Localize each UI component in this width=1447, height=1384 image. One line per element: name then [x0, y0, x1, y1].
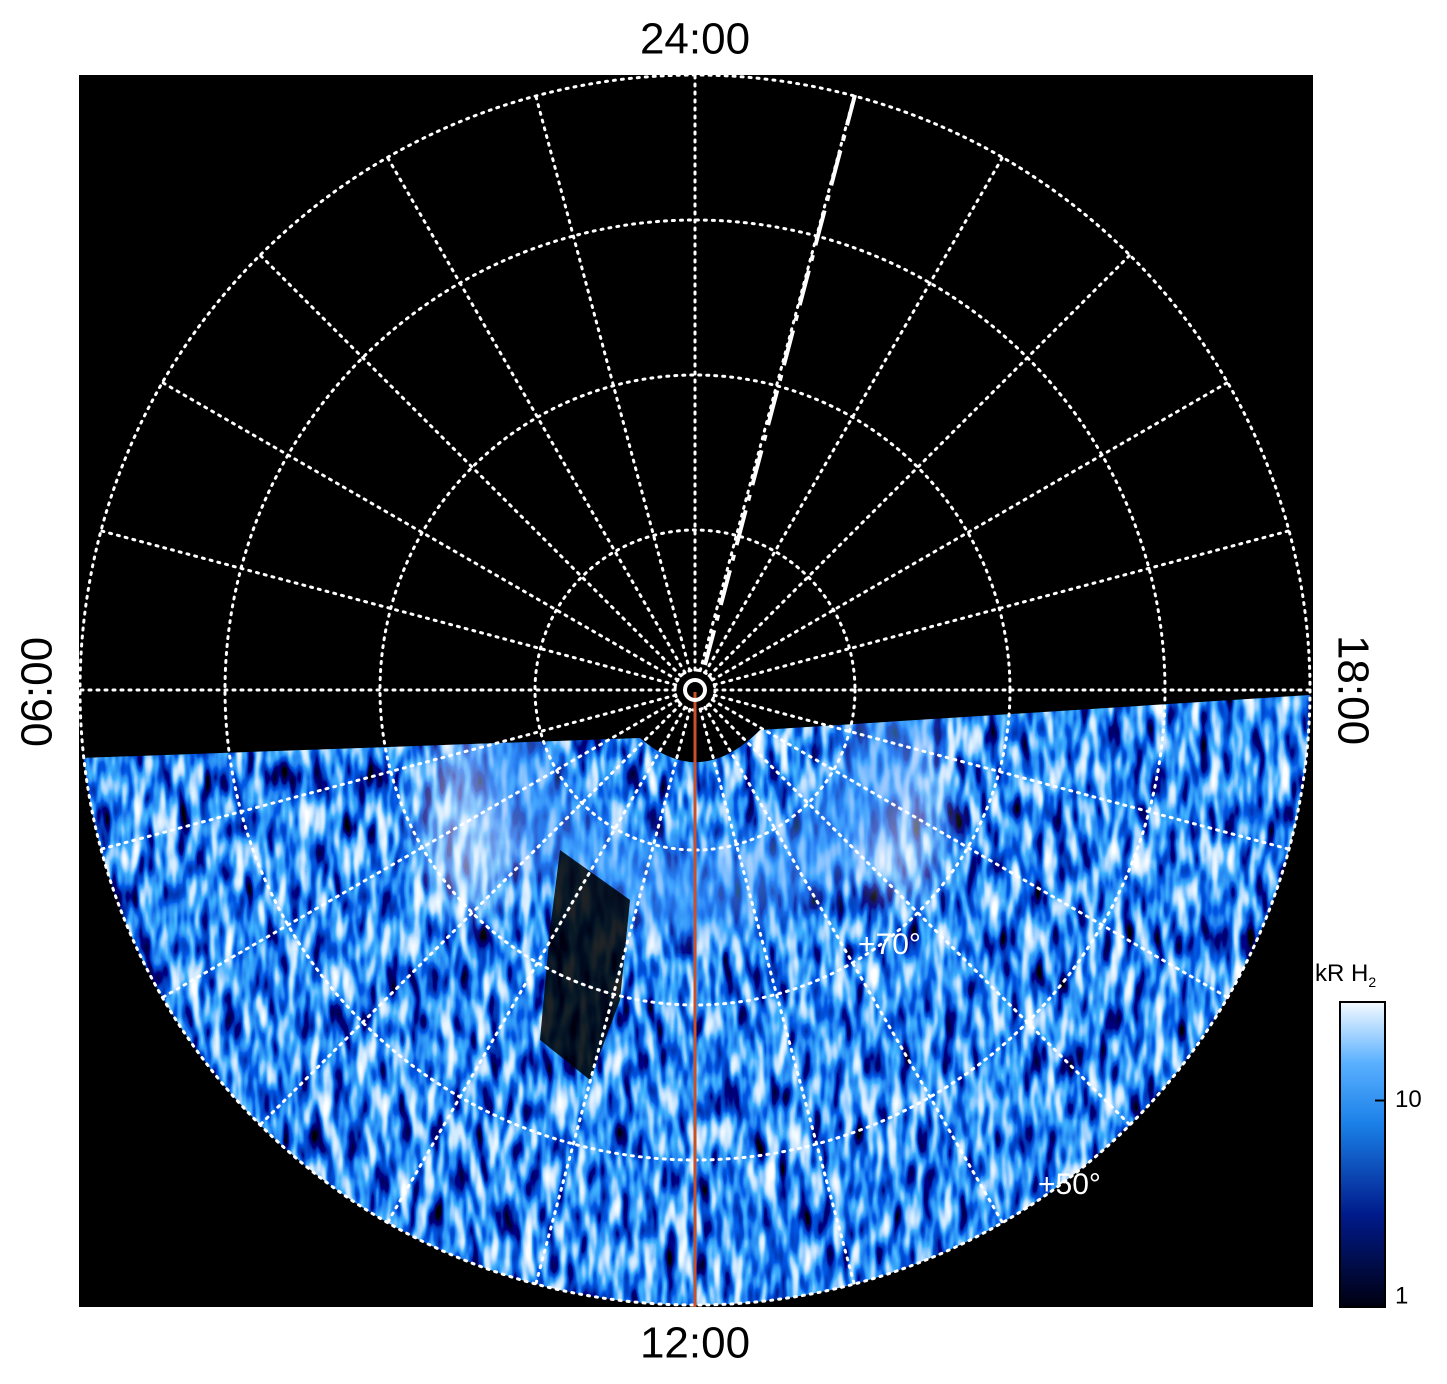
- meridian-line: [710, 381, 1230, 682]
- meridian-line: [386, 155, 687, 675]
- meridian-line: [160, 381, 680, 682]
- colorbar-title-text: kR H: [1315, 960, 1368, 987]
- colorbar-ticks: 1 10: [1375, 1086, 1422, 1309]
- meridian-line: [698, 707, 856, 1286]
- time-label: 12:00: [640, 1319, 750, 1368]
- meridian-line: [258, 702, 683, 1127]
- latitude-label: +50°: [1038, 1168, 1101, 1201]
- colorbar-tick-label: 1: [1395, 1282, 1408, 1309]
- colorbar-title-subscript: 2: [1368, 974, 1376, 990]
- time-label: 18:00: [1328, 635, 1377, 745]
- meridian-line: [707, 253, 1132, 678]
- colorbar-tick-label: 10: [1395, 1086, 1422, 1113]
- meridian-line: [703, 705, 1004, 1225]
- meridian-line: [712, 693, 1291, 851]
- meridian-line: [534, 707, 692, 1286]
- time-label: 06:00: [13, 637, 62, 747]
- time-label: 24:00: [640, 15, 750, 64]
- meridian-line: [712, 529, 1291, 687]
- meridian-line: [707, 702, 1132, 1127]
- meridian-line: [710, 698, 1230, 999]
- pole-marker: [683, 678, 707, 702]
- meridian-line: [703, 155, 1004, 675]
- latitude-label: +70°: [858, 928, 921, 961]
- reference-meridian: [703, 94, 857, 666]
- meridian-line: [698, 94, 856, 673]
- dark-patch: [540, 850, 630, 1080]
- colorbar-bar: [1339, 1001, 1386, 1308]
- meridian-line: [386, 705, 687, 1225]
- colorbar-title: kR H2: [1315, 960, 1376, 989]
- meridian-line: [99, 693, 678, 851]
- meridian-line: [160, 698, 680, 999]
- meridian-line: [99, 529, 678, 687]
- meridian-line: [258, 253, 683, 678]
- colorbar: kR H2 1 10: [1315, 960, 1422, 1309]
- meridian-line: [534, 94, 692, 673]
